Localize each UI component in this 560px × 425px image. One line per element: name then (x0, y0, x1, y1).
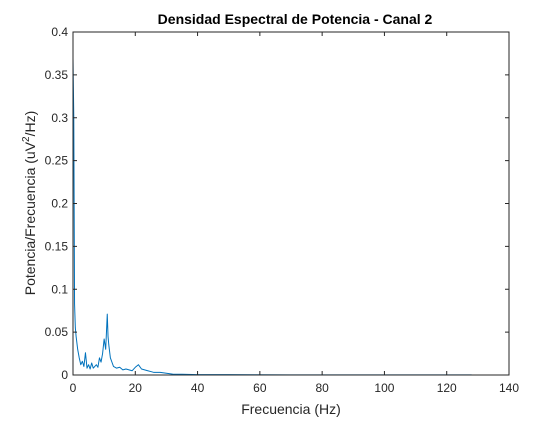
y-tick-label: 0.3 (51, 111, 68, 125)
y-tick-label: 0.35 (45, 68, 69, 82)
y-axis-label: Potencia/Frecuencia (uV2/Hz) (21, 111, 38, 296)
x-tick-label: 60 (253, 381, 267, 395)
x-tick-label: 0 (70, 381, 77, 395)
x-tick-label: 140 (499, 381, 519, 395)
y-axis-label-main: Potencia/Frecuencia (uV (22, 141, 38, 295)
y-axis-label-tail: /Hz) (22, 111, 38, 137)
x-axis-label: Frecuencia (Hz) (241, 401, 341, 417)
y-tick-label: 0.4 (51, 25, 68, 39)
psd-series-line (72, 57, 472, 376)
y-tick-label: 0.05 (45, 325, 69, 339)
x-tick-label: 80 (315, 381, 329, 395)
y-axis-ticks: 0 0.05 0.1 0.15 0.2 0.25 0.3 0.35 0.4 (45, 25, 509, 382)
x-tick-label: 20 (129, 381, 143, 395)
y-tick-label: 0.2 (51, 197, 68, 211)
y-tick-label: 0.15 (45, 239, 69, 253)
x-tick-label: 100 (374, 381, 394, 395)
y-axis-label-superscript: 2 (21, 136, 32, 142)
y-tick-label: 0.1 (51, 282, 68, 296)
y-tick-label: 0 (61, 368, 68, 382)
chart-title: Densidad Espectral de Potencia - Canal 2 (158, 11, 433, 27)
x-tick-label: 120 (437, 381, 457, 395)
y-tick-label: 0.25 (45, 154, 69, 168)
x-tick-label: 40 (191, 381, 205, 395)
plot-area (73, 32, 509, 375)
x-axis-ticks: 0 20 40 60 80 100 120 140 (70, 32, 519, 395)
